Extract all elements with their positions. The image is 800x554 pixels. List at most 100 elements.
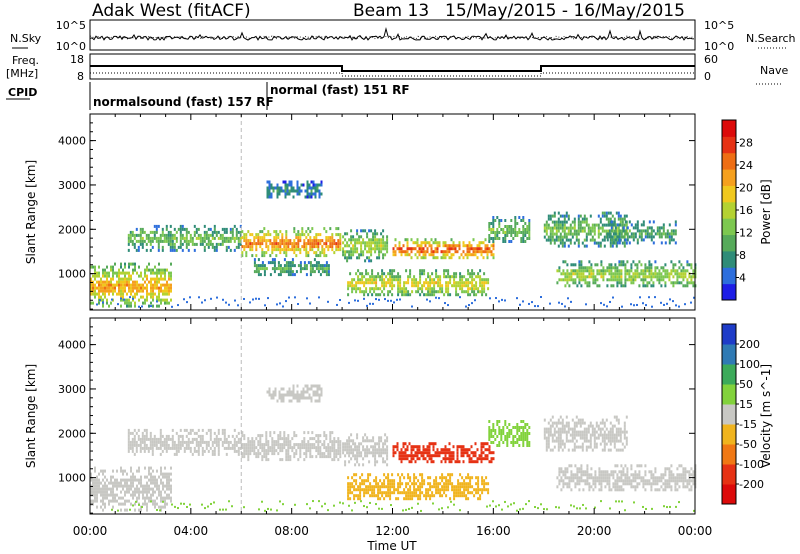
power-echo-cell xyxy=(524,231,527,234)
power-echo-cell xyxy=(593,229,596,233)
power-echo-cell xyxy=(139,236,142,240)
velocity-echo-cell xyxy=(607,430,610,434)
power-echo-cell xyxy=(387,290,390,294)
power-echo-cell xyxy=(568,272,571,276)
power-echo-cell xyxy=(251,245,254,249)
power-echo-cell xyxy=(283,258,286,262)
power-echo-cell xyxy=(437,281,440,285)
power-echo-cell xyxy=(116,292,118,296)
power-echo-cell xyxy=(315,245,318,249)
power-echo-cell xyxy=(333,251,336,255)
velocity-echo-cell xyxy=(136,469,138,473)
velocity-echo-cell xyxy=(259,440,262,444)
velocity-echo-cell xyxy=(384,448,387,452)
velocity-echo-cell xyxy=(589,424,592,428)
velocity-echo-cell xyxy=(167,443,170,447)
power-echo-cell xyxy=(636,266,639,270)
velocity-echo-cell xyxy=(271,440,274,444)
velocity-echo-cell xyxy=(367,485,370,489)
velocity-echo-cell xyxy=(354,442,357,446)
velocity-echo-cell xyxy=(160,466,162,470)
power-echo-cell xyxy=(156,283,158,287)
power-echo-cell xyxy=(488,234,491,237)
power-echo-cell xyxy=(235,230,238,234)
velocity-echo-cell xyxy=(377,494,380,498)
power-echo-cell xyxy=(450,247,453,251)
velocity-echo-cell xyxy=(253,452,256,456)
velocity-echo-cell xyxy=(116,499,118,503)
power-echo-cell xyxy=(602,266,605,270)
power-echo-cell xyxy=(612,232,615,236)
power-echo-cell xyxy=(486,256,489,260)
velocity-echo-cell xyxy=(162,487,164,491)
power-echo-cell xyxy=(310,195,313,199)
power-echo-cell xyxy=(149,230,152,234)
velocity-echo-cell xyxy=(245,446,248,450)
velocity-echo-cell xyxy=(430,457,433,461)
velocity-echo-cell xyxy=(463,494,466,498)
power-echo-cell xyxy=(648,272,651,276)
velocity-echo-cell xyxy=(247,437,250,441)
power-echo-cell xyxy=(339,233,342,237)
velocity-echo-cell xyxy=(490,435,493,438)
velocity-echo-cell xyxy=(591,448,594,452)
power-echo-cell xyxy=(387,281,390,285)
velocity-echo-cell xyxy=(416,445,419,449)
power-echo-cell xyxy=(612,275,615,279)
power-echo-cell xyxy=(470,253,473,257)
power-echo-cell xyxy=(370,229,373,233)
power-echo-cell xyxy=(413,284,416,288)
velocity-echo-cell xyxy=(565,421,568,425)
power-echo-cell xyxy=(303,267,306,271)
power-echo-cell xyxy=(409,269,412,273)
power-echo-cell xyxy=(261,254,264,258)
power-echo-cell xyxy=(563,220,566,224)
velocity-echo-cell xyxy=(562,479,565,483)
velocity-echo-cell xyxy=(439,491,442,495)
power-echo-cell xyxy=(315,236,318,240)
velocity-echo-cell xyxy=(217,437,220,441)
power-echo-cell xyxy=(469,275,472,279)
power-echo-cell xyxy=(656,266,659,270)
velocity-echo-cell xyxy=(165,449,168,453)
power-echo-cell xyxy=(453,281,456,285)
power-echo-cell xyxy=(459,275,462,279)
velocity-echo-cell xyxy=(156,496,158,500)
velocity-echo-cell xyxy=(426,460,429,464)
velocity-echo-cell xyxy=(481,479,484,483)
power-echo-cell xyxy=(670,269,673,273)
velocity-echo-cell xyxy=(452,454,455,458)
power-echo-cell xyxy=(459,278,462,282)
velocity-echo-cell xyxy=(150,472,152,476)
power-echo-cell xyxy=(648,266,651,270)
velocity-echo-cell xyxy=(137,443,140,447)
velocity-echo-cell xyxy=(452,445,455,449)
power-echo-cell xyxy=(415,281,418,285)
velocity-echo-cell xyxy=(314,390,317,394)
velocity-echo-cell xyxy=(269,449,272,453)
power-echo-cell xyxy=(145,242,148,246)
power-noise-dot xyxy=(327,300,329,303)
power-echo-cell xyxy=(339,248,342,252)
power-echo-cell xyxy=(372,235,375,239)
velocity-echo-cell xyxy=(158,487,160,491)
power-echo-cell xyxy=(367,293,370,297)
power-echo-cell xyxy=(350,229,353,233)
power-echo-cell xyxy=(488,250,491,254)
velocity-echo-cell xyxy=(243,452,246,456)
power-echo-cell xyxy=(261,230,264,234)
power-echo-cell xyxy=(455,290,458,294)
velocity-echo-cell xyxy=(329,434,332,438)
power-echo-cell xyxy=(145,236,148,240)
power-echo-cell xyxy=(261,248,264,252)
velocity-echo-cell xyxy=(427,482,430,486)
power-echo-cell xyxy=(170,286,172,290)
power-echo-cell xyxy=(476,247,479,251)
power-echo-cell xyxy=(293,273,296,277)
velocity-echo-cell xyxy=(361,479,364,483)
power-echo-cell xyxy=(158,292,160,296)
power-echo-cell xyxy=(382,235,385,239)
power-echo-cell xyxy=(314,186,317,190)
power-echo-cell xyxy=(159,236,162,240)
velocity-echo-band xyxy=(90,466,172,512)
